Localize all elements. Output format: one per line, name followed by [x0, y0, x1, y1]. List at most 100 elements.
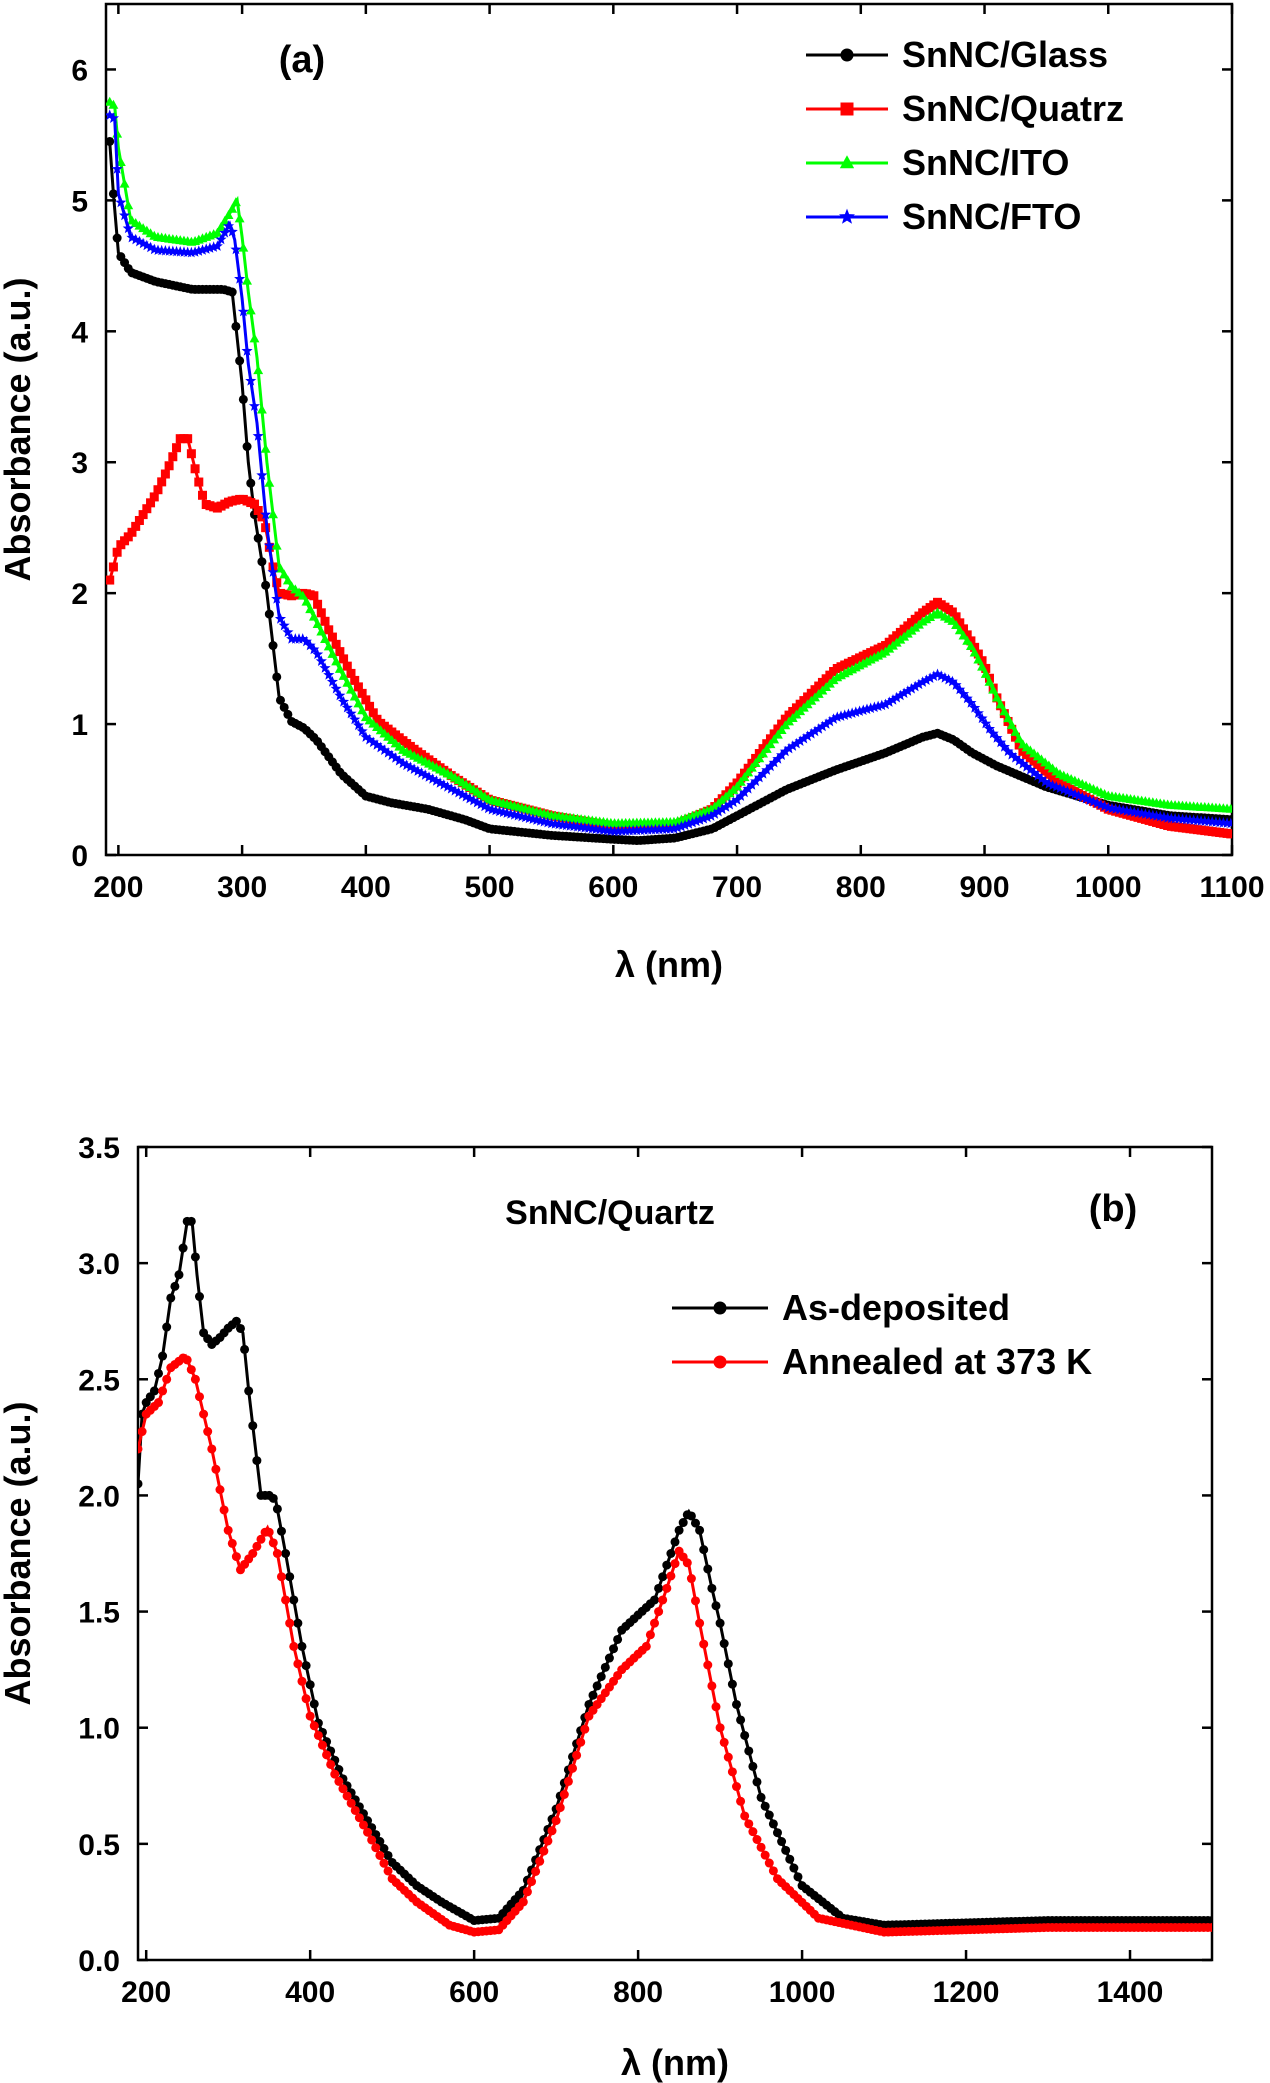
data-point: [723, 1752, 733, 1762]
data-point: [913, 678, 925, 690]
data-point: [234, 213, 245, 223]
data-point: [219, 215, 230, 225]
data-point: [361, 695, 371, 705]
data-point: [1076, 791, 1088, 803]
data-point: [445, 783, 457, 794]
data-point: [342, 661, 352, 671]
data-point: [365, 701, 375, 711]
data-point: [758, 748, 768, 758]
data-point: [645, 1630, 655, 1640]
legend-marker: [839, 155, 855, 169]
data-point: [748, 1761, 758, 1771]
data-point: [744, 1746, 754, 1756]
data-point: [162, 1322, 172, 1332]
y-tick-label: 2.5: [78, 1364, 120, 1397]
data-point: [106, 136, 115, 146]
data-point: [698, 812, 710, 824]
data-point: [112, 547, 122, 557]
data-point: [761, 743, 772, 753]
y-tick-label: 1.5: [78, 1597, 120, 1630]
data-point: [138, 1427, 147, 1437]
data-point: [739, 772, 750, 782]
data-point: [559, 1789, 569, 1799]
data-point: [316, 626, 327, 636]
data-point: [346, 1798, 356, 1808]
data-point: [719, 1639, 729, 1649]
data-point: [257, 512, 267, 522]
data-point: [356, 725, 368, 736]
data-point: [1013, 755, 1025, 766]
data-point: [769, 729, 779, 739]
data-point: [194, 1392, 204, 1402]
data-point: [226, 226, 238, 237]
data-point: [390, 752, 402, 763]
data-point: [954, 683, 966, 695]
data-point: [323, 669, 335, 680]
data-point: [308, 611, 319, 621]
x-tick-label: 400: [341, 871, 391, 904]
data-point: [352, 719, 364, 731]
data-point: [316, 608, 326, 618]
data-point: [252, 430, 264, 441]
data-point: [987, 727, 999, 739]
data-point: [690, 1518, 700, 1528]
data-point: [876, 699, 888, 711]
data-point: [160, 469, 170, 479]
data-point: [764, 1810, 774, 1820]
data-point: [854, 705, 866, 716]
data-point: [371, 739, 383, 750]
data-point: [802, 730, 814, 742]
data-point: [397, 757, 409, 769]
data-point: [1073, 790, 1085, 801]
data-point: [723, 1659, 733, 1669]
data-point: [695, 1525, 705, 1535]
y-tick-label: 4: [71, 316, 88, 349]
data-point: [379, 1858, 389, 1868]
data-point: [335, 647, 345, 657]
data-point: [957, 688, 970, 699]
data-point: [984, 676, 995, 686]
data-point: [699, 1545, 709, 1555]
series-snnc-fto: [106, 109, 1232, 837]
data-point: [367, 736, 379, 748]
data-point: [281, 1549, 291, 1558]
data-point: [401, 759, 413, 771]
data-point: [675, 820, 687, 832]
data-point: [955, 618, 965, 628]
data-point: [839, 709, 851, 720]
data-point: [341, 701, 353, 713]
data-point: [358, 1820, 368, 1830]
data-point: [242, 275, 253, 285]
data-point: [138, 1479, 143, 1489]
data-point: [746, 762, 757, 772]
chart-panel-a: 200 300 400 500 600 700 800 900 1000 1100 0 1 2 3 4 5 6 λ…: [0, 2, 1265, 985]
data-point: [880, 698, 892, 710]
data-point: [898, 687, 910, 698]
data-point: [276, 1572, 286, 1582]
data-point: [240, 1344, 250, 1354]
data-point: [264, 477, 275, 487]
data-point: [301, 596, 312, 606]
data-point: [535, 1856, 545, 1866]
data-point: [920, 674, 932, 685]
data-point: [727, 796, 739, 808]
data-point: [977, 656, 987, 666]
data-point: [248, 1549, 258, 1558]
data-point: [596, 1672, 606, 1682]
data-point: [252, 1541, 262, 1551]
data-point: [189, 246, 201, 257]
data-point: [592, 1681, 602, 1691]
data-point: [988, 684, 999, 694]
data-point: [943, 673, 955, 685]
data-point: [423, 771, 435, 782]
data-point: [1095, 799, 1107, 810]
data-point: [208, 241, 220, 252]
data-point: [363, 1827, 373, 1837]
data-point: [297, 590, 308, 600]
data-point: [824, 715, 836, 727]
data-point: [776, 724, 787, 734]
data-point: [222, 220, 235, 231]
data-point: [991, 692, 1002, 702]
data-point: [756, 1792, 766, 1802]
data-point: [772, 753, 784, 764]
